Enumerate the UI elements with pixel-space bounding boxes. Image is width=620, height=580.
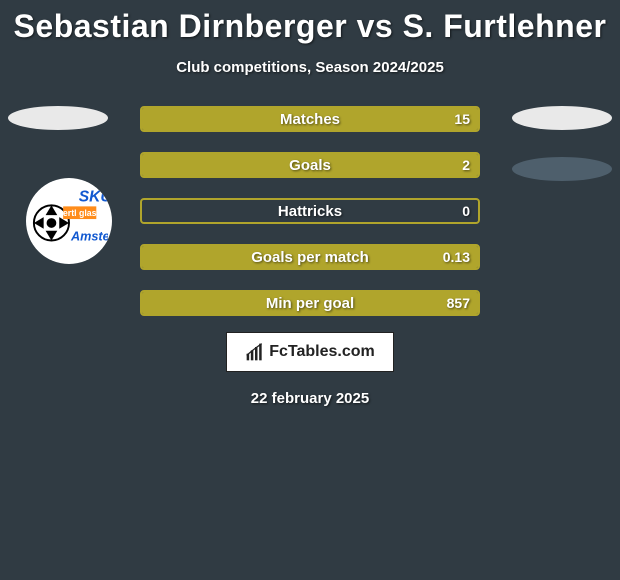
source-logo-text: FcTables.com (269, 343, 375, 361)
stat-bar-goals: Goals 2 (140, 152, 480, 178)
stat-label: Goals per match (251, 249, 369, 266)
stat-bar-matches: Matches 15 (140, 106, 480, 132)
source-logo: FcTables.com (226, 332, 394, 372)
stat-value: 857 (447, 295, 470, 311)
stat-label: Hattricks (278, 203, 342, 220)
snapshot-date: 22 february 2025 (0, 390, 620, 407)
subtitle: Club competitions, Season 2024/2025 (0, 59, 620, 76)
stat-bar-hattricks: Hattricks 0 (140, 198, 480, 224)
stat-value: 2 (462, 157, 470, 173)
stat-value: 0 (462, 203, 470, 219)
svg-text:ertl glas: ertl glas (63, 208, 97, 218)
stat-label: Min per goal (266, 295, 354, 312)
club-badge: SKU ertl glas Amstetten (26, 178, 112, 264)
club-badge-svg: SKU ertl glas Amstetten (30, 182, 108, 260)
comparison-stage: SKU ertl glas Amstetten Matches 15 Goals… (0, 106, 620, 314)
stat-bars: Matches 15 Goals 2 Hattricks 0 Goals per… (140, 106, 480, 336)
svg-text:Amstetten: Amstetten (70, 230, 108, 244)
right-player-oval-2 (512, 157, 612, 181)
stat-value: 15 (454, 111, 470, 127)
stat-bar-mpg: Min per goal 857 (140, 290, 480, 316)
stat-label: Matches (280, 111, 340, 128)
stat-value: 0.13 (443, 249, 470, 265)
svg-text:SKU: SKU (79, 189, 108, 206)
page-title: Sebastian Dirnberger vs S. Furtlehner (0, 0, 620, 45)
left-player-oval (8, 106, 108, 130)
barchart-icon (245, 342, 265, 362)
right-player-oval-1 (512, 106, 612, 130)
stat-bar-gpm: Goals per match 0.13 (140, 244, 480, 270)
stat-label: Goals (289, 157, 331, 174)
